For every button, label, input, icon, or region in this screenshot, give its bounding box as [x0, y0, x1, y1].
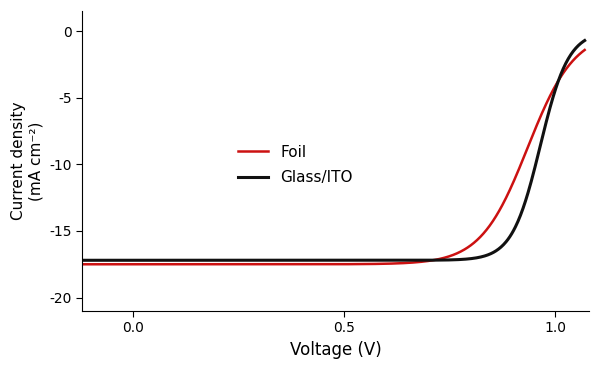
Foil [383, 262, 391, 266]
Glass/ITO [511, 226, 518, 230]
Glass/ITO [109, 258, 116, 262]
Foil [109, 262, 116, 266]
Line: Foil: Foil [82, 50, 584, 264]
Foil [581, 48, 588, 52]
Legend: Foil, Glass/ITO: Foil, Glass/ITO [232, 139, 359, 192]
Glass/ITO [79, 258, 86, 262]
Line: Glass/ITO: Glass/ITO [82, 41, 584, 260]
Y-axis label: Current density
(mA cm⁻²): Current density (mA cm⁻²) [11, 102, 44, 220]
X-axis label: Voltage (V): Voltage (V) [290, 341, 382, 359]
Foil [460, 248, 467, 252]
Foil [370, 262, 377, 266]
Glass/ITO [460, 257, 467, 262]
Foil [398, 261, 406, 265]
Foil [79, 262, 86, 266]
Glass/ITO [370, 258, 377, 262]
Glass/ITO [398, 258, 406, 262]
Foil [511, 176, 518, 181]
Glass/ITO [383, 258, 391, 262]
Glass/ITO [581, 38, 588, 43]
